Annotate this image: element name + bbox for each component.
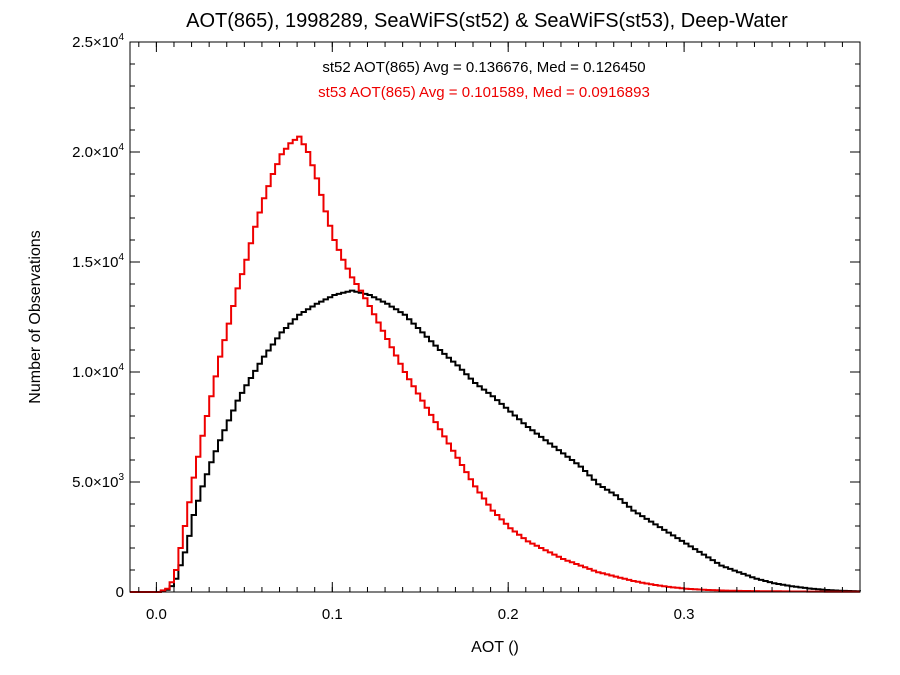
series-st52-line: [130, 289, 861, 593]
y-tick-label: 2.5×104: [72, 32, 124, 51]
axes-layer: 0.0 0.1 0.2 0.305.0×1031.0×1041.5×1042.0×10…: [72, 32, 861, 623]
y-tick-mantissa: 2.0×10: [72, 144, 118, 161]
chart-title: AOT(865), 1998289, SeaWiFS(st52) & SeaWi…: [186, 10, 788, 32]
series-layer: [130, 135, 861, 593]
y-tick-exponent: 4: [118, 252, 124, 263]
y-tick-label: 5.0×103: [72, 472, 124, 491]
x-tick-label: 0.2: [498, 606, 519, 623]
x-tick-label: 0.1: [322, 606, 343, 623]
y-tick-mantissa: 0: [116, 584, 124, 601]
y-tick-exponent: 4: [118, 142, 124, 153]
y-tick-mantissa: 1.5×10: [72, 254, 118, 271]
x-tick-label: 0.3: [674, 606, 695, 623]
y-tick-mantissa: 2.5×10: [72, 34, 118, 51]
y-tick-mantissa: 1.0×10: [72, 364, 118, 381]
series-st53-line: [130, 135, 860, 593]
y-tick-label: 2.0×104: [72, 142, 124, 161]
y-axis-label: Number of Observations: [27, 230, 44, 403]
y-tick-mantissa: 5.0×10: [72, 474, 118, 491]
x-tick-label: 0.0: [146, 606, 167, 623]
annotation-st53: st53 AOT(865) Avg = 0.101589, Med = 0.09…: [318, 84, 650, 101]
plot-frame: [129, 41, 861, 593]
y-tick-label: 1.5×104: [72, 252, 124, 271]
y-tick-label: 0: [116, 584, 124, 601]
y-tick-exponent: 4: [118, 362, 124, 373]
y-tick-exponent: 3: [118, 472, 124, 483]
y-tick-label: 1.0×104: [72, 362, 124, 381]
x-axis-label: AOT (): [471, 639, 519, 656]
annotation-st52: st52 AOT(865) Avg = 0.136676, Med = 0.12…: [322, 59, 645, 76]
y-tick-exponent: 4: [118, 32, 124, 43]
